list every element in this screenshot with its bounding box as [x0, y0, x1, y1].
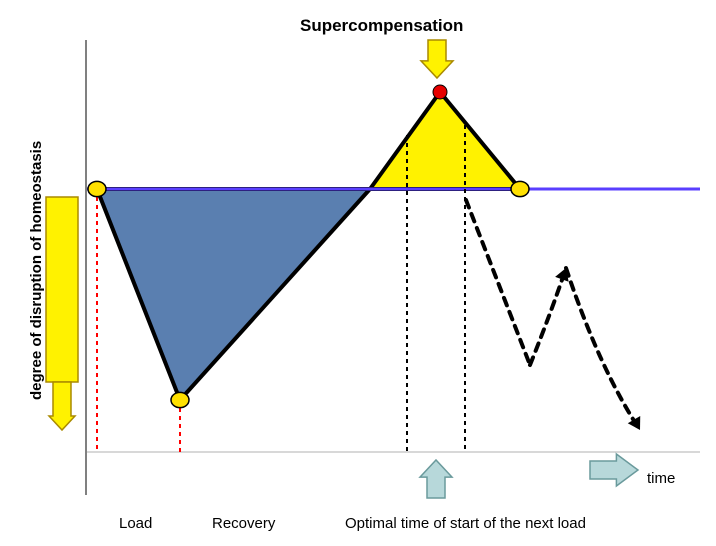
phase-label-recovery: Recovery [212, 515, 275, 532]
future-load-arrowhead-1 [628, 416, 646, 434]
diagram-svg [0, 0, 716, 546]
time-direction-arrow-icon [590, 454, 638, 486]
diagram-stage: Supercompensation time Load Recovery Opt… [0, 0, 716, 546]
phase-label-load: Load [119, 515, 152, 532]
future-load-arrowhead-0 [555, 266, 573, 282]
marker-dot-0 [88, 181, 106, 196]
future-load-curve-2 [566, 268, 640, 430]
load-recovery-triangle [97, 189, 370, 400]
marker-dot-1 [171, 392, 189, 407]
future-load-curve-1 [530, 268, 566, 365]
time-axis-label: time [647, 470, 675, 487]
marker-dot-2 [511, 181, 529, 196]
disruption-magnitude-bar [46, 197, 78, 382]
peak-marker [433, 85, 447, 99]
phase-label-optimal: Optimal time of start of the next load [345, 515, 586, 532]
future-load-curve-0 [466, 200, 530, 365]
supercompensation-label: Supercompensation [300, 16, 463, 36]
optimal-time-arrow-icon [420, 460, 452, 498]
y-axis-label: degree of disruption of homeostasis [28, 141, 45, 400]
supercompensation-triangle [370, 92, 520, 189]
supercompensation-arrow-icon [421, 40, 453, 78]
disruption-magnitude-arrow [49, 382, 75, 430]
